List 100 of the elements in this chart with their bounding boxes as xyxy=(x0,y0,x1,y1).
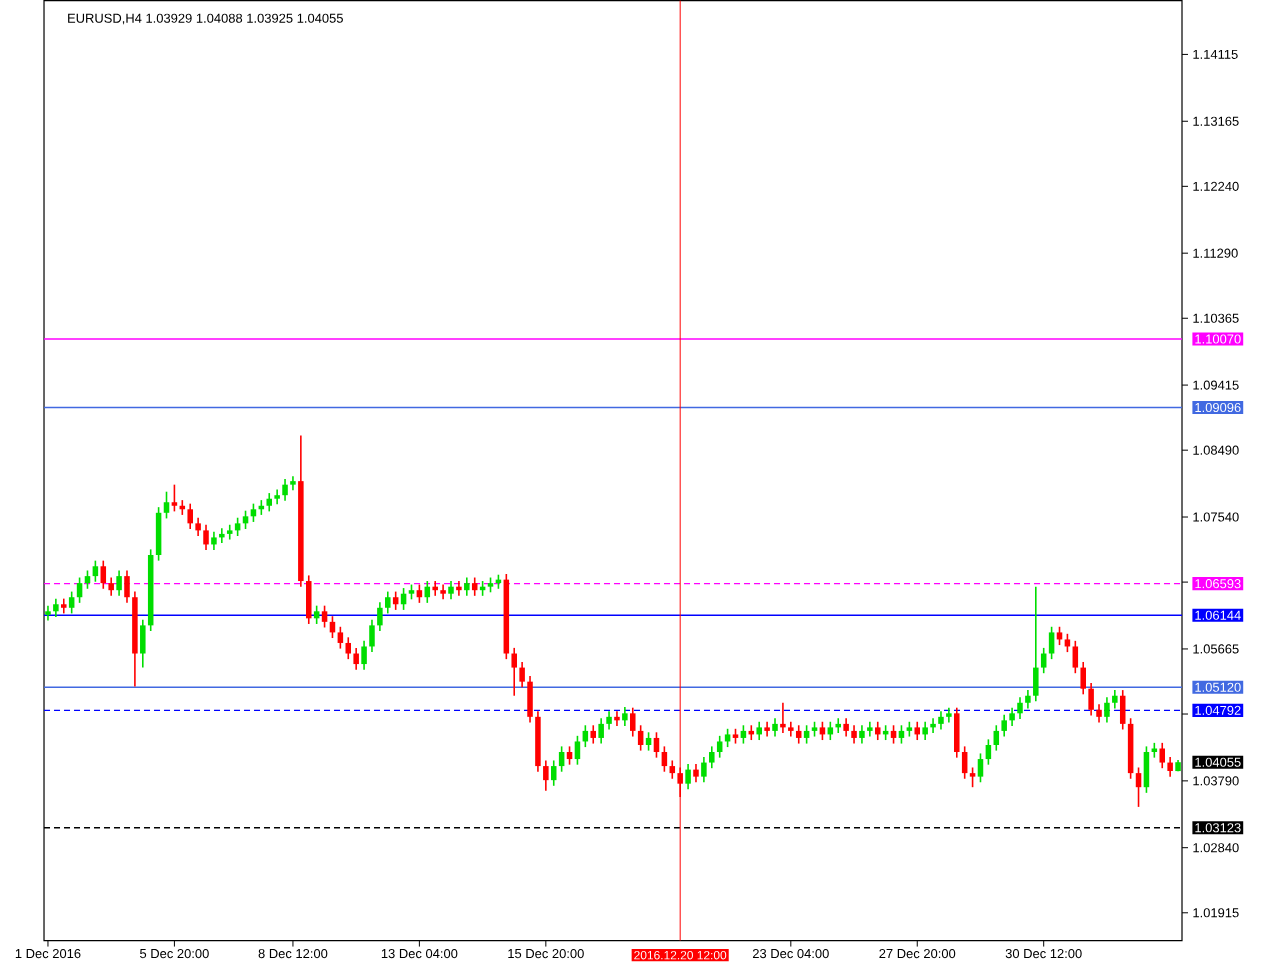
candlestick xyxy=(890,724,897,745)
candlestick xyxy=(155,506,162,562)
candlestick xyxy=(550,759,557,787)
candlestick xyxy=(1135,766,1142,808)
candlestick xyxy=(234,517,241,538)
candlestick xyxy=(519,661,525,689)
candlestick xyxy=(321,605,328,629)
candlestick xyxy=(574,735,581,766)
candlestick xyxy=(716,735,723,759)
candlestick xyxy=(1033,586,1039,703)
candlestick xyxy=(740,724,747,745)
candlestick xyxy=(1080,661,1086,696)
candlestick xyxy=(1040,647,1047,675)
candlestick xyxy=(661,745,668,773)
candlestick xyxy=(851,724,857,745)
candlestick xyxy=(100,560,107,590)
candlestick xyxy=(630,707,636,738)
candlestick xyxy=(1048,626,1055,661)
candlestick xyxy=(780,702,786,735)
candlestick xyxy=(377,601,383,633)
candlestick xyxy=(392,591,399,611)
candlestick xyxy=(701,756,707,784)
candlestick xyxy=(448,580,454,601)
candlestick xyxy=(211,531,217,552)
candlestick xyxy=(76,577,83,604)
candlestick xyxy=(305,574,312,626)
candlestick xyxy=(1167,756,1173,778)
candlestick xyxy=(803,724,810,745)
candlestick xyxy=(464,577,470,597)
candlestick xyxy=(709,745,715,770)
candlestick xyxy=(416,584,423,604)
candlestick xyxy=(835,717,841,735)
candlestick xyxy=(361,640,367,671)
candlestick xyxy=(969,766,976,789)
candlestick xyxy=(226,524,233,541)
candlestick xyxy=(558,745,565,773)
candlestick xyxy=(693,763,699,784)
candlestick xyxy=(116,569,122,597)
candlestick xyxy=(874,721,881,742)
candlestick xyxy=(1017,696,1023,721)
candlestick xyxy=(187,503,193,531)
candlestick xyxy=(622,706,628,728)
candlestick xyxy=(764,721,770,738)
candlestick xyxy=(1112,689,1118,710)
candlestick xyxy=(756,721,762,742)
candlestick xyxy=(242,510,249,531)
candlestick xyxy=(1096,703,1102,724)
candlestick xyxy=(1119,689,1126,731)
candlestick xyxy=(724,728,731,749)
candlestick xyxy=(867,721,873,738)
candlestick xyxy=(614,710,620,728)
candlestick xyxy=(637,724,644,752)
candlestick xyxy=(456,580,462,597)
candlestick xyxy=(203,524,209,552)
candlestick xyxy=(1001,714,1007,738)
candlestick xyxy=(772,717,778,738)
candlestick xyxy=(1056,626,1063,647)
candlestick xyxy=(511,647,517,697)
candlestick xyxy=(345,636,352,661)
candlestick xyxy=(598,717,604,745)
candlestick xyxy=(938,710,944,731)
candlestick xyxy=(68,591,75,615)
candlestick xyxy=(219,527,225,545)
candlestick xyxy=(84,569,91,590)
candlestick xyxy=(1143,745,1150,794)
candlestick xyxy=(471,577,478,597)
candlestick xyxy=(1064,633,1071,654)
candlestick xyxy=(337,626,344,650)
candlestick xyxy=(1104,696,1110,724)
candlestick xyxy=(993,724,1000,752)
candlestick xyxy=(171,484,178,513)
candlestick xyxy=(53,598,59,618)
candlestick xyxy=(566,745,573,766)
candlestick xyxy=(1072,640,1079,675)
candlestick xyxy=(1088,682,1094,717)
candlestick xyxy=(685,763,691,791)
candlestick xyxy=(590,724,597,745)
candlestick xyxy=(140,619,146,669)
candlestick xyxy=(1025,689,1031,710)
candlestick xyxy=(795,724,802,745)
candlestick xyxy=(922,721,928,742)
candlestick xyxy=(653,731,660,759)
candlestick xyxy=(930,717,936,735)
candlestick xyxy=(1159,742,1166,770)
candlestick xyxy=(606,710,612,731)
candlestick xyxy=(92,560,99,583)
candlestick xyxy=(827,721,834,742)
candlestick xyxy=(250,503,257,524)
candlestick xyxy=(124,569,130,604)
candlestick xyxy=(977,752,984,784)
candlestick xyxy=(432,580,438,597)
candlestick xyxy=(282,478,288,502)
candlestick xyxy=(385,591,391,615)
candlestick xyxy=(914,721,921,742)
candlestick xyxy=(819,721,826,742)
candlestick xyxy=(108,577,114,597)
candlestick xyxy=(645,731,652,752)
candlestick xyxy=(369,619,375,654)
candlestick xyxy=(898,724,905,745)
candlestick xyxy=(313,605,320,626)
